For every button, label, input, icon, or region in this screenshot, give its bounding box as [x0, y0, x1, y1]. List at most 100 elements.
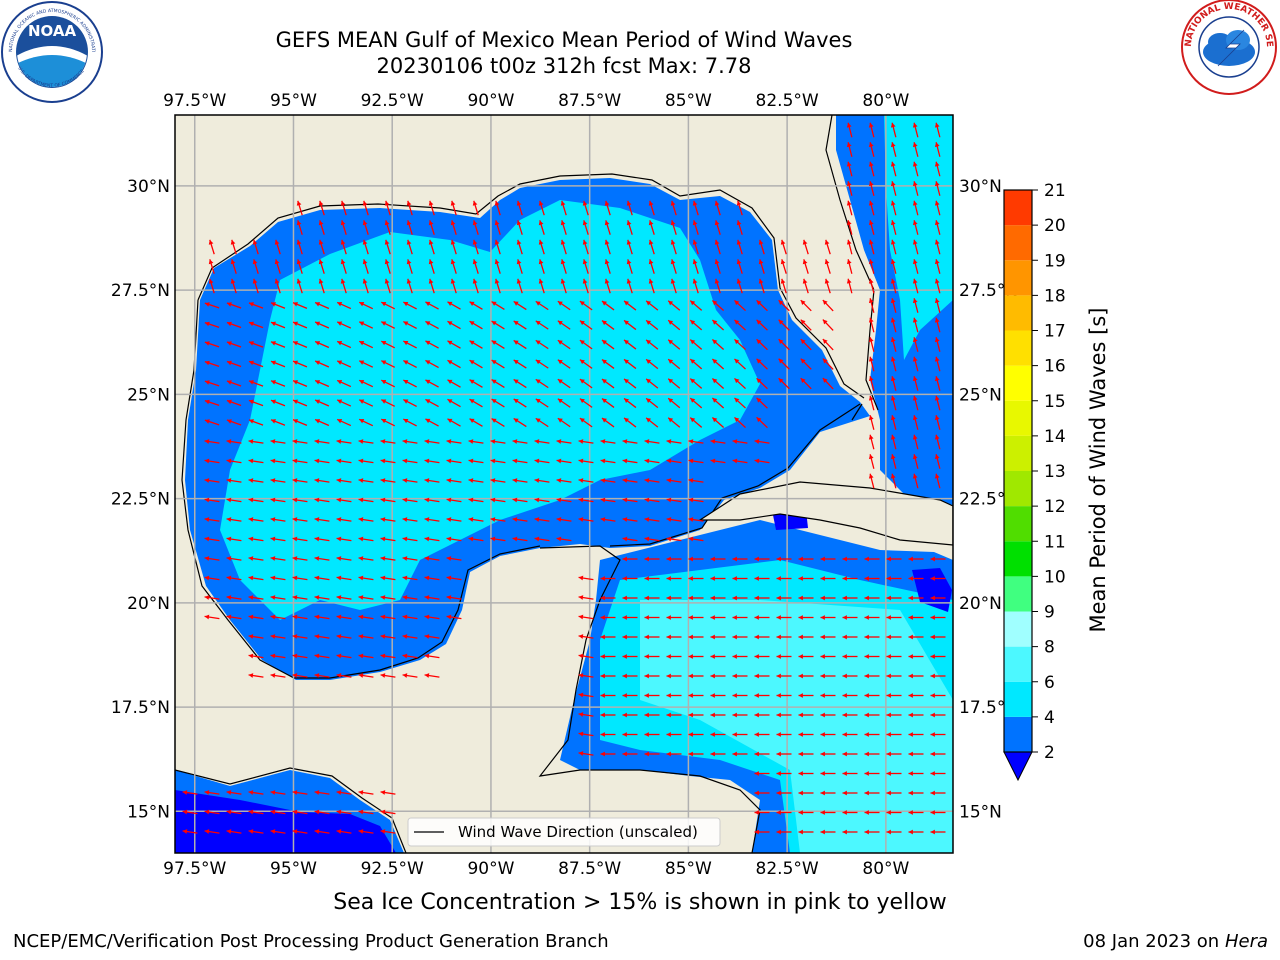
wave-arrowhead — [204, 321, 210, 327]
lon-label-bottom: 92.5°W — [361, 859, 424, 879]
map-area: Wind Wave Direction (unscaled) 97.5°W 95°… — [111, 91, 1018, 879]
colorbar-segment — [1004, 646, 1032, 682]
wave-arrowhead — [604, 278, 610, 284]
wave-arrowhead — [252, 278, 258, 284]
lon-labels-top: 97.5°W 95°W 92.5°W 90°W 87.5°W 85°W 82.5°W 80°W — [163, 91, 909, 111]
wave-arrowhead — [868, 220, 874, 226]
wave-arrowhead — [908, 595, 913, 601]
wave-arrowhead — [204, 419, 210, 424]
wave-arrowhead — [912, 415, 918, 421]
wave-arrowhead — [560, 220, 566, 226]
wave-arrowhead — [912, 395, 918, 401]
wave-arrowhead — [890, 434, 896, 440]
wave-arrowhead — [491, 340, 497, 345]
wave-arrowhead — [578, 517, 584, 522]
wave-arrowhead — [754, 615, 759, 620]
wave-arrowhead — [208, 278, 214, 284]
wave-arrowhead — [403, 360, 409, 365]
colorbar-tick-label: 4 — [1044, 708, 1055, 728]
wave-arrowhead — [560, 278, 566, 284]
wave-arrowhead — [754, 634, 759, 640]
wave-arrowhead — [271, 302, 276, 307]
wave-arrowhead — [336, 614, 342, 620]
wave-arrowhead — [293, 399, 299, 405]
noaa-logo-text: NOAA — [28, 22, 77, 40]
wave-arrowhead — [230, 278, 236, 284]
wave-arrowhead — [600, 732, 605, 737]
wave-arrowhead — [646, 300, 652, 306]
wave-arrowhead — [204, 595, 210, 600]
wave-arrowhead — [469, 379, 475, 384]
wave-arrowhead — [842, 790, 847, 796]
wave-arrowhead — [798, 595, 803, 601]
wave-arrowhead — [710, 693, 715, 698]
wave-arrowhead — [776, 654, 781, 659]
wave-arrowhead — [336, 478, 342, 483]
wave-arrowhead — [798, 810, 803, 815]
wave-arrowhead — [864, 673, 869, 679]
wave-arrowhead — [359, 399, 365, 404]
wave-arrowhead — [930, 810, 935, 815]
wave-arrowhead — [469, 418, 475, 423]
wave-arrowhead — [579, 320, 585, 326]
wave-arrowhead — [842, 810, 847, 815]
caribbean-water-longer — [640, 600, 953, 853]
wave-arrowhead — [622, 615, 627, 620]
wave-arrowhead — [712, 339, 718, 345]
wave-arrowhead — [270, 829, 276, 834]
wave-arrowhead — [490, 497, 496, 503]
wave-arrowhead — [314, 829, 320, 834]
colorbar-tick-label: 15 — [1044, 392, 1066, 412]
wave-arrowhead — [930, 634, 935, 640]
wave-arrowhead — [820, 712, 825, 718]
wave-arrowhead — [182, 809, 188, 815]
wave-arrowhead — [534, 458, 540, 464]
wave-arrowhead — [622, 693, 627, 698]
wave-arrowhead — [756, 319, 762, 325]
wave-arrowhead — [424, 536, 430, 542]
wave-arrowhead — [710, 595, 715, 601]
wave-arrowhead — [912, 220, 918, 226]
wave-arrowhead — [315, 321, 321, 326]
wave-arrowhead — [670, 200, 676, 206]
wave-arrowhead — [296, 220, 302, 226]
wave-arrowhead — [908, 790, 913, 796]
colorbar-tick-label: 11 — [1044, 532, 1066, 552]
wave-arrowhead — [248, 458, 254, 464]
wave-arrowhead — [292, 439, 298, 444]
wave-arrowhead — [380, 497, 386, 503]
wave-arrowhead — [710, 556, 715, 562]
wave-arrowhead — [864, 771, 869, 776]
wave-arrowhead — [535, 320, 541, 326]
wave-arrowhead — [600, 576, 605, 581]
wave-arrowhead — [402, 478, 408, 483]
wave-arrowhead — [934, 395, 940, 401]
wave-arrowhead — [690, 300, 696, 306]
lon-label-top: 90°W — [467, 91, 514, 111]
wave-arrowhead — [798, 693, 803, 698]
wave-arrowhead — [666, 615, 671, 620]
wave-arrowhead — [248, 419, 254, 424]
wave-arrowhead — [886, 654, 891, 659]
wave-arrowhead — [754, 458, 760, 464]
wave-arrowhead — [358, 497, 364, 503]
wave-arrowhead — [472, 220, 478, 226]
wave-arrowhead — [579, 379, 585, 384]
wave-arrowhead — [842, 634, 847, 640]
wave-arrowhead — [358, 595, 364, 600]
wave-arrowhead — [624, 320, 629, 326]
wave-arrowhead — [468, 497, 474, 503]
wave-arrowhead — [890, 142, 896, 148]
wave-arrowhead — [578, 478, 584, 483]
wave-arrowhead — [890, 415, 896, 421]
wave-arrowhead — [314, 536, 320, 542]
wave-arrowhead — [513, 320, 519, 326]
wave-arrowhead — [314, 556, 320, 561]
wave-arrowhead — [336, 517, 342, 522]
wave-arrowhead — [624, 300, 629, 306]
wave-arrowhead — [754, 732, 759, 737]
wave-arrowhead — [359, 380, 365, 385]
colorbar-tick-label: 6 — [1044, 673, 1055, 693]
wave-arrowhead — [600, 654, 605, 659]
wave-arrowhead — [736, 239, 742, 245]
